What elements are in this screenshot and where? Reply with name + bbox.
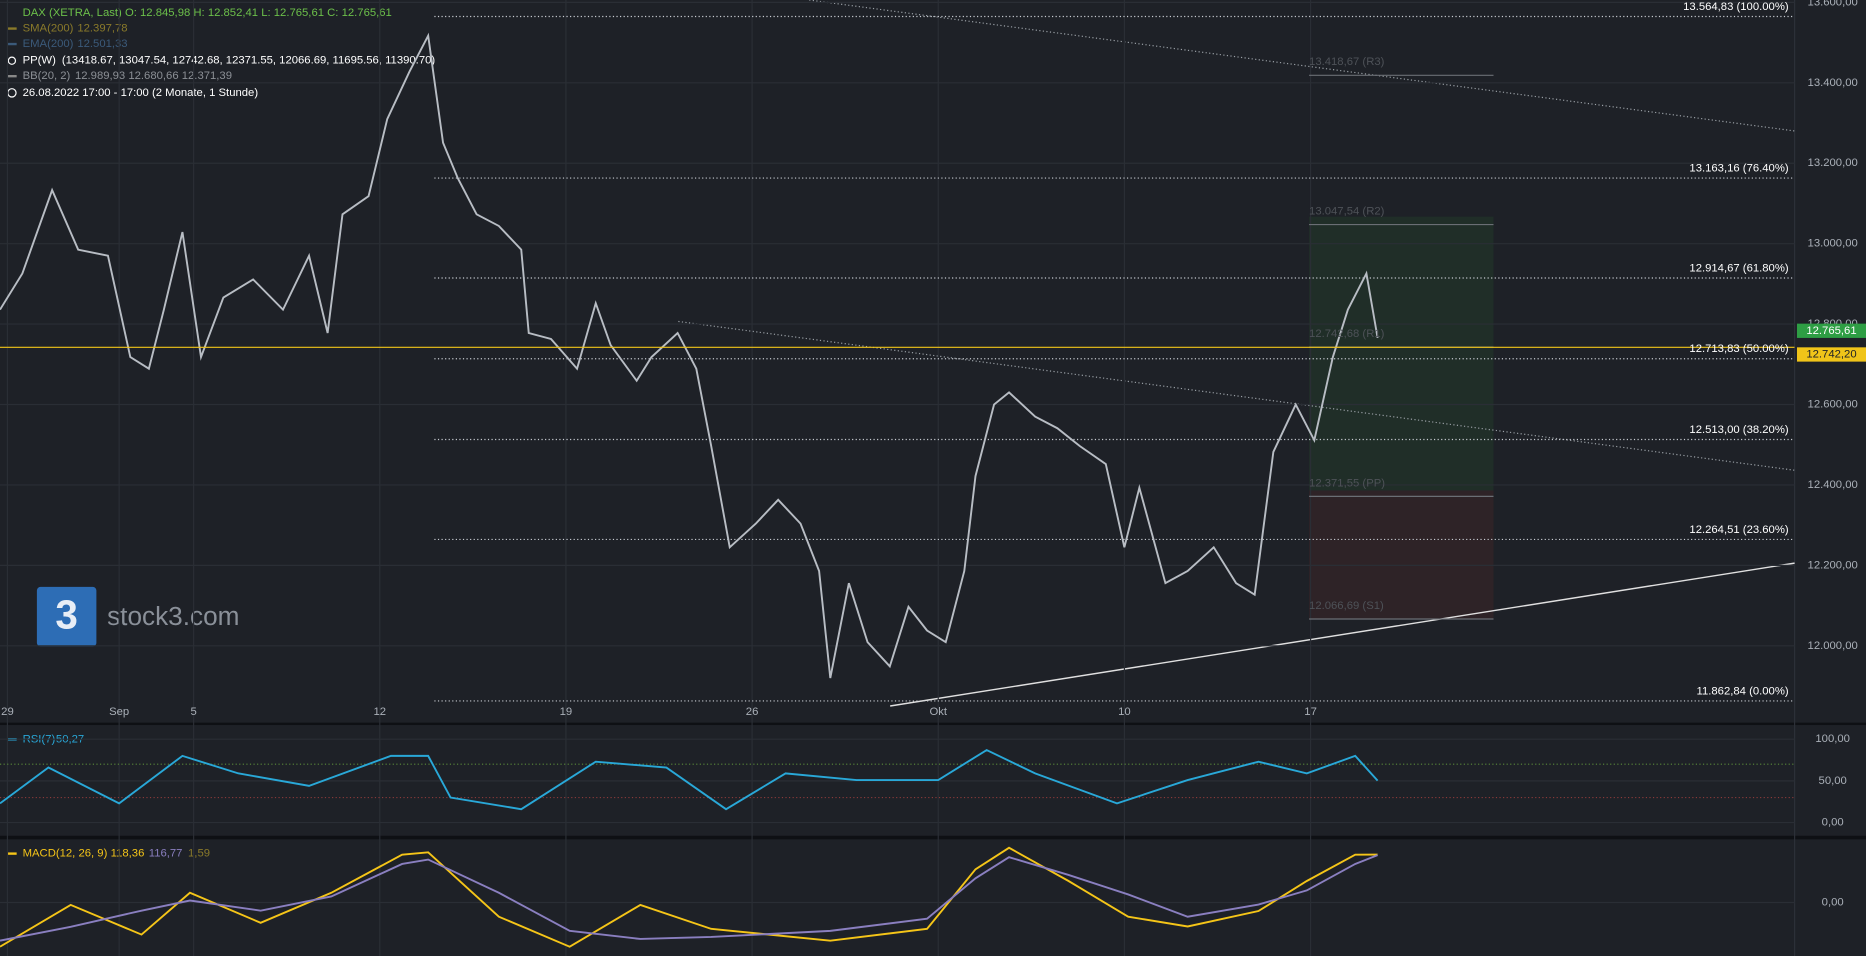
ema-value: 12.501,33 [77,38,127,50]
legend-swatch [7,42,17,46]
fib-label: 13.564,83 (100.00%) [1683,1,1789,13]
period: 26.08.2022 17:00 - 17:00 (2 Monate, 1 St… [23,87,259,99]
legend-swatch [7,27,17,30]
logo-glyph: 3 [55,592,77,638]
pane-separator [0,835,1866,840]
logo [36,586,97,647]
legend-swatch [7,75,17,78]
x-tick-label: 12 [373,706,386,718]
pane-separator [0,722,1866,726]
fib-label: 12.713,83 (50.00%) [1689,343,1788,355]
pp-label: PP(W) [23,55,56,67]
y-tick-label: 100,00 [1815,733,1850,745]
y-tick-label: 12.400,00 [1808,479,1858,491]
x-tick-label: 19 [560,706,573,718]
trend-line [809,0,1795,132]
price-tag-label: 12.742,20 [1806,348,1856,360]
bb-values: 12.989,93 12.680,66 12.371,39 [75,70,232,82]
x-tick-label: 26 [746,706,759,718]
fib-label: 12.264,51 (23.60%) [1689,524,1788,536]
watermark: stock3.com [107,601,239,631]
bb-label: BB(20, 2) [23,70,71,82]
ohlc: O: 12.845,98 H: 12.852,41 L: 12.765,61 C… [125,7,392,19]
series-line [0,846,1378,948]
series-line [0,748,1379,811]
y-tick-label: 0,00 [1822,817,1844,829]
sma-value: 12.397,78 [77,23,127,35]
pane [0,1,1795,702]
series-line [0,32,1379,679]
fib-label: 12.513,00 (38.20%) [1689,424,1788,436]
fib-label: 11.862,84 (0.00%) [1697,685,1789,697]
y-tick-label: 12.200,00 [1808,559,1858,571]
price-tag-label: 12.765,61 [1806,325,1856,337]
price-tag [1796,347,1866,362]
y-tick-label: 12.000,00 [1808,640,1858,652]
y-tick-label: 13.000,00 [1808,238,1858,250]
sma-label: SMA(200) [23,23,74,35]
x-tick-label: 17 [1304,706,1317,718]
macd-label: MACD(12, 26, 9) [23,848,108,860]
trend-line [890,562,1795,707]
x-tick-label: 5 [190,706,196,718]
x-tick-label: 29 [1,706,14,718]
price-tag [1796,323,1866,338]
y-tick-label: 13.400,00 [1808,77,1858,89]
y-tick-label: 0,00 [1822,896,1844,908]
pivot-label: 12.066,69 (S1) [1309,600,1384,612]
instrument: DAX (XETRA, Last) [23,7,122,19]
y-tick-label: 13.600,00 [1808,0,1858,8]
pivot-label: 13.418,67 (R3) [1309,56,1385,68]
signal-value: 116,77 [149,848,183,860]
ema-label: EMA(200) [23,38,74,50]
pane [0,738,1795,824]
legend-swatch [7,56,17,65]
pivot-label: 12.742,68 (R1) [1309,328,1385,340]
x-tick-label: 10 [1118,706,1131,718]
stop-zone [1309,490,1494,620]
pp-values: (13418.67, 13047.54, 12742.68, 12371.55,… [62,55,435,67]
y-tick-label: 50,00 [1819,775,1847,787]
series-line [0,854,1378,942]
y-tick-label: 12.600,00 [1808,399,1858,411]
target-zone [1309,216,1494,491]
x-tick-label: Okt [929,706,947,718]
fib-label: 12.914,67 (61.80%) [1689,262,1788,274]
fib-label: 13.163,16 (76.40%) [1689,163,1788,175]
x-tick-label: Sep [109,706,129,718]
macd-value: 118,36 [111,848,145,860]
pivot-label: 12.371,55 (PP) [1309,477,1385,489]
y-tick-label: 13.200,00 [1808,157,1858,169]
pane [0,846,1795,948]
histogram-value: 1,59 [188,848,210,860]
pivot-label: 13.047,54 (R2) [1309,205,1385,217]
legend-swatch [7,852,17,855]
